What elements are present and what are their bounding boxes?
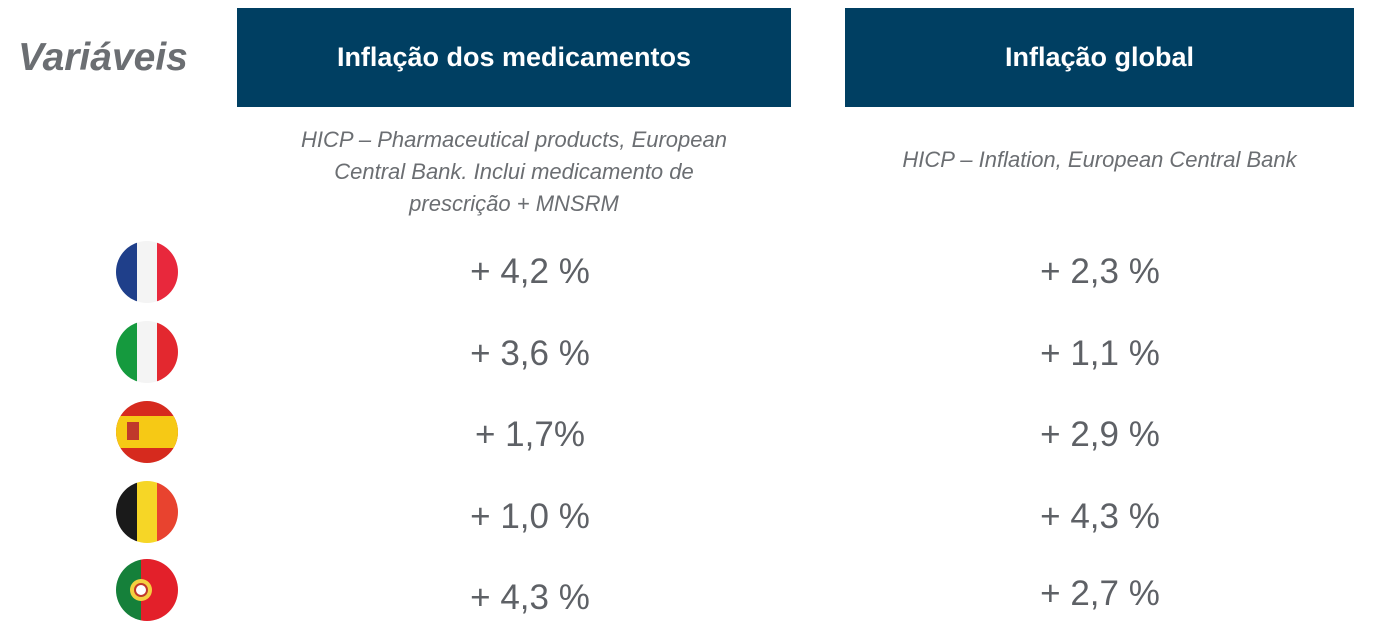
cell-value: + 2,9 % [1040,415,1160,454]
column-header: Inflação global [845,8,1354,107]
cell-value: + 1,7% [475,415,585,454]
cell-value: + 1,1 % [1040,334,1160,373]
cell-value: + 4,3 % [470,578,590,617]
flag-italy [116,321,178,383]
flag-france [116,241,178,303]
cell-value: + 3,6 % [470,334,590,373]
subtitle-line: prescrição + MNSRM [409,191,619,216]
flag-belgium [116,481,178,543]
column-subtitle: HICP – Inflation, European Central Bank [845,144,1354,176]
cell-value: + 1,0 % [470,497,590,536]
subtitle-line: Central Bank. Inclui medicamento de [334,159,694,184]
cell-value: + 4,2 % [470,252,590,291]
column-subtitle: HICP – Pharmaceutical products, European… [237,124,791,220]
column-header: Inflação dos medicamentos [237,8,791,107]
subtitle-line: HICP – Pharmaceutical products, European [301,127,727,152]
subtitle-line: HICP – Inflation, European Central Bank [902,147,1297,172]
cell-value: + 2,3 % [1040,252,1160,291]
flag-spain [116,401,178,463]
flag-portugal [116,559,178,621]
cell-value: + 4,3 % [1040,497,1160,536]
cell-value: + 2,7 % [1040,574,1160,613]
row-header-label: Variáveis [18,36,188,79]
